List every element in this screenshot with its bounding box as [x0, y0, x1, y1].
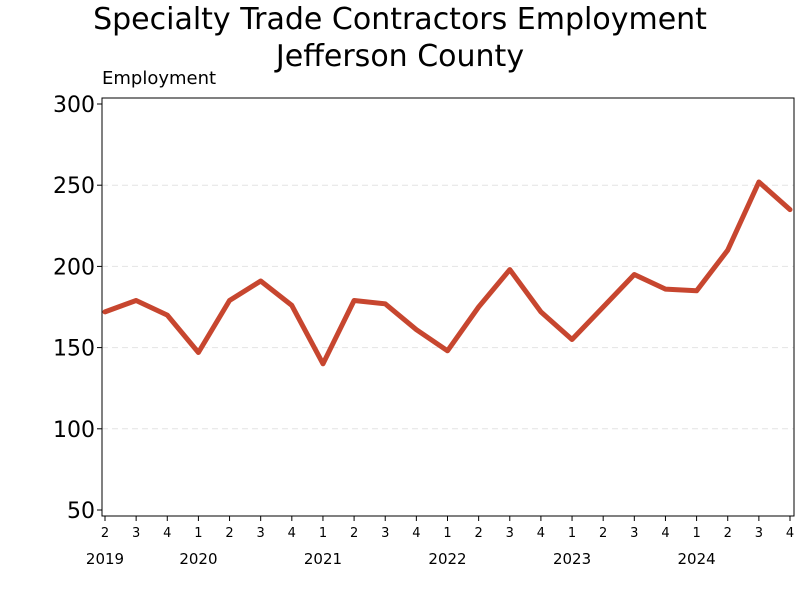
x-tick-label: 2	[101, 526, 109, 541]
x-tick-label: 1	[568, 526, 576, 541]
data-point	[694, 288, 699, 293]
y-axis-label: Employment	[102, 68, 217, 89]
x-tick-label: 4	[412, 526, 420, 541]
chart-subtitle: Jefferson County	[275, 39, 525, 74]
data-point	[569, 337, 575, 342]
x-tick-label: 3	[755, 526, 763, 541]
x-tick-label: 3	[506, 526, 514, 541]
x-tick-label: 4	[786, 526, 794, 541]
x-year-label: 2020	[179, 550, 217, 568]
x-tick-label: 3	[257, 526, 265, 541]
chart-title: Specialty Trade Contractors Employment	[93, 2, 707, 37]
x-tick-label: 4	[163, 526, 171, 541]
x-tick-label: 3	[630, 526, 638, 541]
data-point	[383, 301, 388, 306]
x-tick-label: 2	[474, 526, 482, 541]
data-point	[476, 304, 481, 310]
x-tick-label: 4	[288, 526, 296, 541]
series-line	[102, 179, 793, 367]
data-point	[227, 298, 232, 303]
data-point	[725, 247, 730, 253]
x-tick-label: 4	[661, 526, 669, 541]
x-tick-label: 1	[443, 526, 451, 541]
y-tick-label: 200	[53, 255, 95, 280]
x-axis: 2 3 4 1 2 3 4 1 2 3 4 1 2 3 4 1 2 3 4 1 2 3 4 2019 2020 2021 2022 2…	[86, 516, 794, 568]
y-tick-label: 50	[67, 499, 95, 524]
x-tick-label: 2	[350, 526, 358, 541]
x-tick-label: 3	[381, 526, 389, 541]
series-group	[102, 179, 793, 367]
gridlines	[102, 184, 794, 430]
y-axis: 50 100 150 200 250 300	[53, 93, 102, 524]
x-year-label: 2023	[553, 550, 591, 568]
y-tick-label: 150	[53, 337, 95, 362]
x-year-label: 2019	[86, 550, 124, 568]
x-year-label: 2021	[304, 550, 342, 568]
data-point	[507, 267, 512, 272]
x-year-label: 2024	[677, 550, 715, 568]
y-tick-label: 100	[53, 418, 95, 443]
data-point	[787, 207, 793, 212]
x-tick-label: 4	[537, 526, 545, 541]
data-point	[102, 309, 108, 315]
x-tick-label: 1	[194, 526, 202, 541]
x-tick-label: 2	[225, 526, 233, 541]
plot-frame	[101, 97, 795, 517]
data-point	[320, 361, 326, 367]
data-point	[289, 303, 295, 308]
x-tick-label: 2	[724, 526, 732, 541]
data-point	[133, 298, 139, 303]
data-point	[445, 348, 450, 354]
data-point	[756, 179, 762, 185]
y-tick-label: 250	[53, 174, 95, 199]
data-point	[196, 350, 201, 355]
data-point	[632, 272, 637, 277]
data-point	[258, 278, 263, 284]
x-tick-label: 3	[132, 526, 140, 541]
data-point	[414, 327, 419, 332]
x-year-label: 2022	[428, 550, 466, 568]
x-tick-label: 1	[692, 526, 700, 541]
data-point	[600, 304, 606, 310]
y-tick-label: 300	[53, 93, 95, 118]
data-point	[538, 309, 544, 315]
x-tick-label: 2	[599, 526, 607, 541]
data-point	[351, 298, 357, 303]
data-point	[663, 286, 668, 292]
x-tick-label: 1	[319, 526, 327, 541]
data-point	[165, 312, 170, 318]
